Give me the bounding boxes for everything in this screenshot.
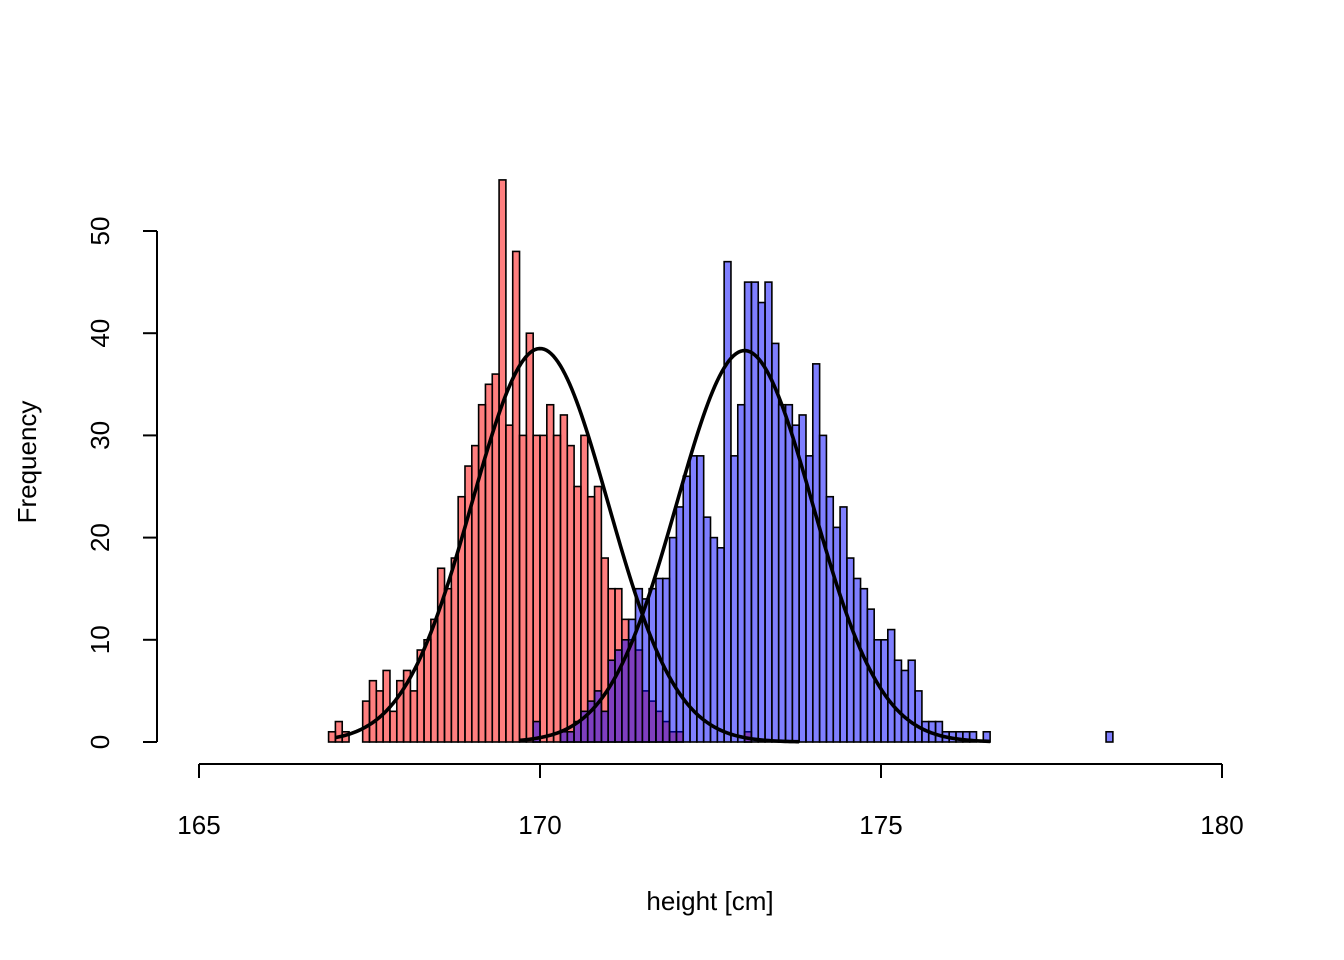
- axes: 165 170 175 180 0 10 20 30 40 50: [85, 217, 1244, 840]
- histogram-bar: [566, 730, 575, 743]
- y-tick-label: 40: [85, 319, 115, 348]
- histogram-bar: [498, 179, 507, 743]
- y-axis-label: Frequency: [12, 401, 42, 524]
- histogram-bar: [668, 536, 678, 743]
- x-tick-label: 170: [518, 810, 561, 840]
- histogram-bar: [607, 659, 616, 743]
- y-tick-label: 30: [85, 421, 115, 450]
- histogram-bar: [580, 434, 589, 743]
- histogram-bar: [423, 638, 432, 743]
- histogram-bar: [505, 424, 514, 743]
- histogram-bar: [839, 506, 848, 743]
- histogram-bar: [450, 557, 459, 743]
- histogram-bar: [661, 577, 671, 743]
- density-curve: [335, 346, 800, 744]
- histogram-bar: [327, 730, 337, 743]
- histogram-bar: [443, 587, 453, 743]
- histogram-bar: [518, 434, 528, 743]
- histogram-bar: [907, 659, 916, 743]
- bars-layer: [327, 179, 1114, 743]
- histogram-bar: [750, 281, 760, 743]
- histogram-bar: [702, 516, 712, 743]
- x-tick-label: 175: [859, 810, 902, 840]
- density-curve: [519, 348, 991, 744]
- histogram-bar: [771, 342, 780, 743]
- histogram-bar: [846, 557, 855, 743]
- histogram-bar: [832, 526, 841, 743]
- histogram-bar: [934, 720, 944, 743]
- histogram-bar: [361, 700, 371, 743]
- histogram-bar: [736, 403, 746, 743]
- histogram-bar: [566, 444, 575, 743]
- histogram-bar: [430, 618, 439, 743]
- x-axis-ticks: 165 170 175 180: [177, 764, 1244, 840]
- histogram-bar: [689, 455, 698, 743]
- histogram-bar: [1105, 730, 1114, 743]
- histogram-bar: [900, 669, 910, 743]
- histogram-bar: [648, 587, 657, 743]
- density-curves: [335, 346, 991, 744]
- histogram-bar: [559, 414, 569, 743]
- histogram-bar: [675, 506, 685, 743]
- y-tick-label: 20: [85, 523, 115, 552]
- y-tick-label: 10: [85, 625, 115, 654]
- histogram-bar: [818, 434, 828, 743]
- y-tick-label: 50: [85, 217, 115, 246]
- histogram-bar: [730, 455, 739, 743]
- histogram-bar: [709, 536, 719, 743]
- histogram-bar: [532, 434, 541, 743]
- histogram-bar: [784, 403, 794, 743]
- histogram-bar: [532, 720, 541, 743]
- histogram-bar: [409, 690, 419, 743]
- histogram-bar: [525, 332, 534, 743]
- histogram-bar: [573, 485, 582, 743]
- histogram-bar: [539, 434, 548, 743]
- histogram-bar: [552, 434, 562, 743]
- histogram-bar: [791, 424, 800, 743]
- histogram-bar: [723, 260, 732, 743]
- histogram-bar: [546, 403, 555, 743]
- histogram-bar: [389, 710, 398, 743]
- histogram-bar: [368, 679, 378, 743]
- histogram-bar: [777, 403, 787, 743]
- histogram-bar: [716, 547, 725, 743]
- histogram-bar: [914, 690, 923, 743]
- histogram-bar: [559, 730, 569, 743]
- histogram-bar: [873, 638, 882, 743]
- histogram-bar: [600, 710, 610, 743]
- histogram-bar: [511, 250, 521, 743]
- histogram-bar: [887, 628, 896, 743]
- histogram-bar: [696, 455, 705, 743]
- x-axis-label: height [cm]: [646, 886, 773, 916]
- histogram-bar: [811, 363, 821, 743]
- histogram-bar: [764, 281, 773, 743]
- y-tick-label: 0: [85, 735, 115, 749]
- y-axis-ticks: 0 10 20 30 40 50: [85, 217, 157, 749]
- histogram-bar: [893, 659, 903, 743]
- x-tick-label: 180: [1200, 810, 1243, 840]
- x-tick-label: 165: [177, 810, 220, 840]
- histogram-bar: [825, 495, 835, 743]
- histogram-bar: [852, 577, 862, 743]
